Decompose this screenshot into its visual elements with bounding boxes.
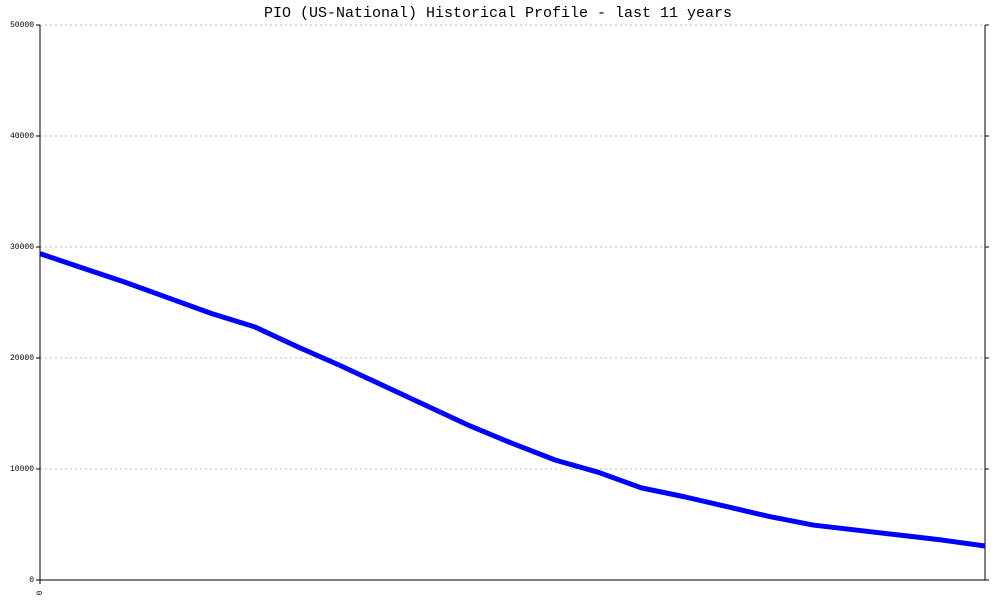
chart-title: PIO (US-National) Historical Profile - l… xyxy=(264,5,732,22)
y-tick-label: 0 xyxy=(29,576,34,585)
y-tick-label: 30000 xyxy=(10,243,34,252)
x-tick-label: 0 xyxy=(36,590,45,595)
y-tick-label: 50000 xyxy=(10,21,34,30)
data-line xyxy=(39,251,986,549)
y-tick-label: 40000 xyxy=(10,132,34,141)
y-tick-label: 10000 xyxy=(10,465,34,474)
y-tick-label: 20000 xyxy=(10,354,34,363)
